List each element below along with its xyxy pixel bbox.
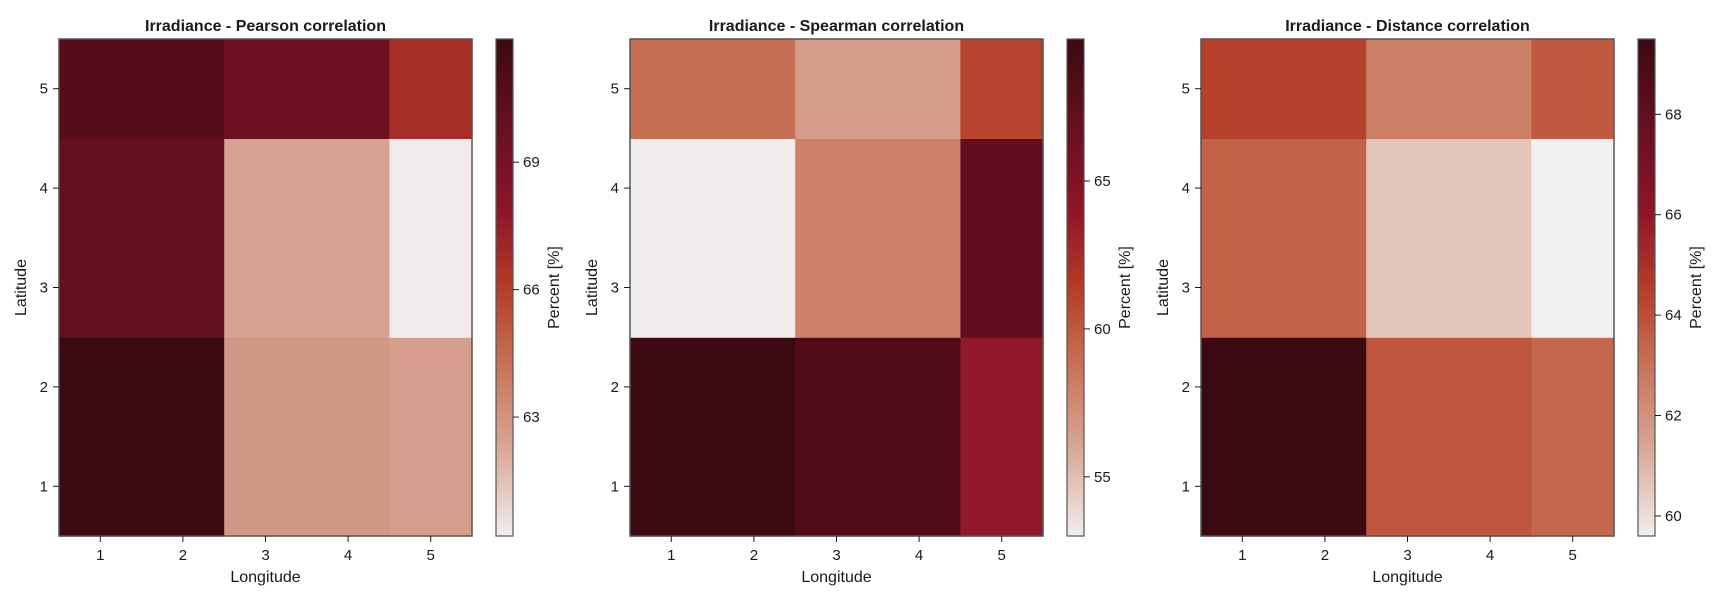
- heatmap-cell: [630, 39, 796, 139]
- colorbar-label: Percent [%]: [546, 246, 563, 329]
- x-tick-label: 3: [261, 547, 269, 564]
- heatmap-cell: [389, 138, 473, 338]
- y-axis-label: Latitude: [584, 259, 601, 316]
- y-tick-label: 4: [1182, 180, 1190, 197]
- heatmap-cell: [1531, 39, 1615, 139]
- heatmap-cell: [960, 39, 1044, 139]
- y-tick-label: 1: [40, 478, 48, 495]
- colorbar-tick-label: 62: [1665, 408, 1682, 425]
- x-tick-label: 2: [1321, 547, 1329, 564]
- x-tick-label: 5: [427, 547, 435, 564]
- colorbar-tick-label: 65: [1094, 173, 1111, 190]
- heatmap-cell: [224, 39, 390, 139]
- heatmap-cell: [1201, 337, 1367, 537]
- heatmap-panel-3: 1 2 3 4 5 1 2 3 4 5 Irradiance - Distance correlat…: [1155, 18, 1705, 586]
- heatmap-cell: [59, 138, 225, 338]
- y-tick-label: 3: [40, 280, 48, 297]
- heatmap-cell: [795, 337, 961, 537]
- x-tick-label: 1: [96, 547, 104, 564]
- colorbar-tick-label: 66: [523, 282, 540, 299]
- y-tick-label: 3: [1182, 280, 1190, 297]
- y-tick-label: 4: [40, 180, 48, 197]
- y-tick-label: 5: [611, 81, 619, 98]
- colorbar-tick-label: 63: [523, 409, 540, 426]
- heatmap-cell: [1366, 337, 1532, 537]
- y-tick-label: 5: [1182, 81, 1190, 98]
- x-tick-label: 2: [750, 547, 758, 564]
- heatmap-cell: [224, 138, 390, 338]
- x-axis-label: Longitude: [1372, 569, 1442, 586]
- x-tick-label: 2: [179, 547, 187, 564]
- x-axis-label: Longitude: [801, 569, 871, 586]
- colorbar-tick-label: 55: [1094, 469, 1111, 486]
- colorbar: [1637, 38, 1656, 537]
- heatmap-cell: [1201, 138, 1367, 338]
- heatmap-cell: [224, 337, 390, 537]
- colorbar-tick-label: 64: [1665, 307, 1682, 324]
- heatmap-panel-1: 1 2 3 4 5 1 2 3 4 5 Irradiance - Pearson correlati…: [13, 18, 563, 586]
- y-tick-label: 4: [611, 180, 619, 197]
- chart-title: Irradiance - Distance correlation: [1285, 18, 1530, 35]
- y-axis-label: Latitude: [13, 259, 30, 316]
- x-tick-label: 4: [915, 547, 923, 564]
- heatmap-cell: [1531, 337, 1615, 537]
- heatmap-cell: [1201, 39, 1367, 139]
- heatmap-cell: [960, 337, 1044, 537]
- colorbar-tick-label: 68: [1665, 106, 1682, 123]
- colorbar: [495, 38, 514, 537]
- colorbar-tick-label: 69: [523, 154, 540, 171]
- colorbar-label: Percent [%]: [1688, 246, 1705, 329]
- colorbar-tick-label: 60: [1094, 321, 1111, 338]
- y-tick-label: 5: [40, 81, 48, 98]
- x-axis-label: Longitude: [230, 569, 300, 586]
- y-tick-label: 2: [611, 379, 619, 396]
- heatmap-cell: [1366, 39, 1532, 139]
- x-tick-label: 1: [667, 547, 675, 564]
- heatmap-cell: [795, 39, 961, 139]
- heatmap-cell: [59, 39, 225, 139]
- heatmap-cell: [630, 337, 796, 537]
- heatmap-cell: [795, 138, 961, 338]
- heatmap-cell: [630, 138, 796, 338]
- heatmap-cell: [389, 337, 473, 537]
- y-tick-label: 2: [40, 379, 48, 396]
- heatmap-cell: [960, 138, 1044, 338]
- heatmap-cell: [389, 39, 473, 139]
- heatmap-cell: [59, 337, 225, 537]
- colorbar-tick-label: 60: [1665, 508, 1682, 525]
- heatmap-cell: [1531, 138, 1615, 338]
- y-tick-label: 3: [611, 280, 619, 297]
- heatmap-panel-2: 1 2 3 4 5 1 2 3 4 5 Irradiance - Spearman correlat…: [584, 18, 1134, 586]
- colorbar-label: Percent [%]: [1117, 246, 1134, 329]
- y-tick-label: 1: [611, 478, 619, 495]
- y-tick-label: 2: [1182, 379, 1190, 396]
- colorbar: [1066, 38, 1085, 537]
- chart-title: Irradiance - Pearson correlation: [145, 18, 386, 35]
- x-tick-label: 1: [1238, 547, 1246, 564]
- colorbar-tick-label: 66: [1665, 207, 1682, 224]
- heatmap-cell: [1366, 138, 1532, 338]
- y-axis-label: Latitude: [1155, 259, 1172, 316]
- x-tick-label: 5: [1569, 547, 1577, 564]
- chart-title: Irradiance - Spearman correlation: [709, 18, 964, 35]
- x-tick-label: 4: [1486, 547, 1494, 564]
- x-tick-label: 5: [998, 547, 1006, 564]
- x-tick-label: 4: [344, 547, 352, 564]
- x-tick-label: 3: [832, 547, 840, 564]
- x-tick-label: 3: [1403, 547, 1411, 564]
- y-tick-label: 1: [1182, 478, 1190, 495]
